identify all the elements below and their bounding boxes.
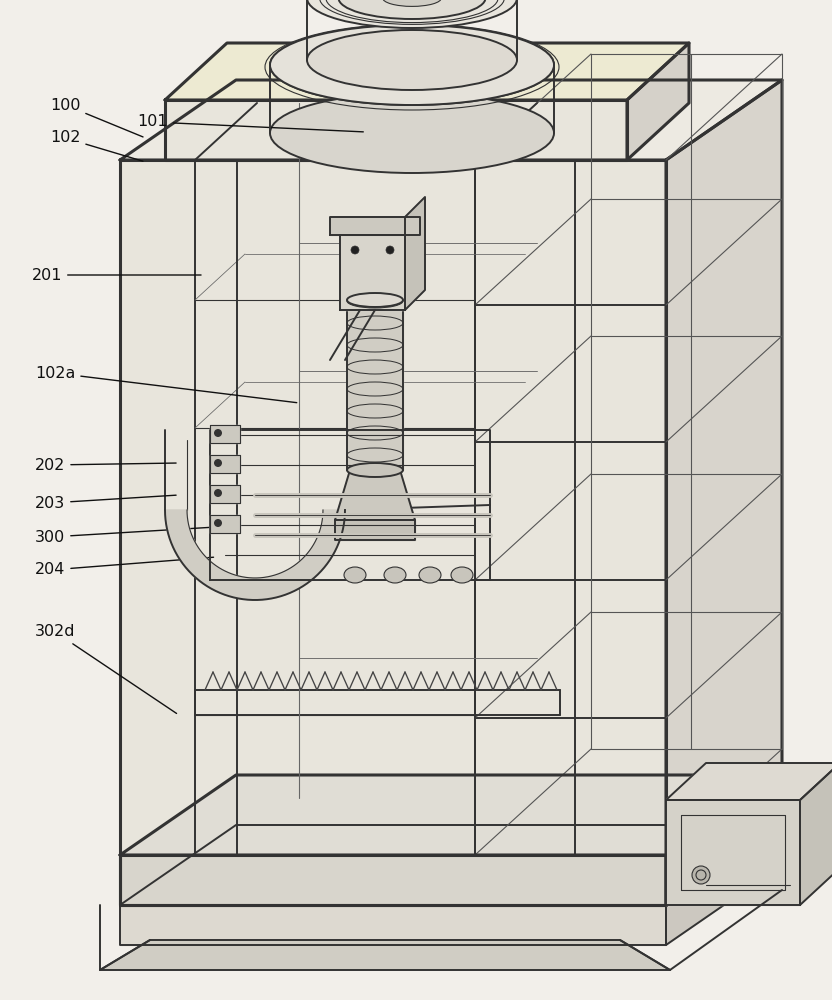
Ellipse shape <box>339 0 486 19</box>
Text: 302d: 302d <box>35 624 176 713</box>
Circle shape <box>214 429 222 437</box>
Polygon shape <box>120 825 782 905</box>
Polygon shape <box>627 43 689 160</box>
Polygon shape <box>100 940 670 970</box>
Polygon shape <box>347 300 403 470</box>
Circle shape <box>214 489 222 497</box>
Polygon shape <box>120 855 666 905</box>
Polygon shape <box>405 197 425 310</box>
Ellipse shape <box>451 567 473 583</box>
Ellipse shape <box>307 0 517 28</box>
Polygon shape <box>120 160 666 905</box>
Polygon shape <box>666 775 782 905</box>
Ellipse shape <box>384 567 406 583</box>
Ellipse shape <box>270 25 554 105</box>
Text: 201: 201 <box>32 267 201 282</box>
Text: 102a: 102a <box>35 365 297 403</box>
Polygon shape <box>666 80 782 905</box>
Ellipse shape <box>270 25 554 105</box>
Ellipse shape <box>383 0 442 6</box>
Ellipse shape <box>270 93 554 173</box>
Polygon shape <box>666 825 782 945</box>
Polygon shape <box>210 455 240 473</box>
Polygon shape <box>120 775 782 855</box>
Circle shape <box>214 519 222 527</box>
Ellipse shape <box>344 567 366 583</box>
Text: 300: 300 <box>35 527 214 544</box>
Text: 101: 101 <box>137 114 364 132</box>
Polygon shape <box>165 100 627 160</box>
Polygon shape <box>210 425 240 443</box>
Polygon shape <box>800 763 832 905</box>
Text: 100: 100 <box>50 98 143 137</box>
Text: 204: 204 <box>35 557 214 578</box>
Polygon shape <box>165 43 689 100</box>
Ellipse shape <box>347 293 403 307</box>
Polygon shape <box>210 485 240 503</box>
Circle shape <box>351 246 359 254</box>
Polygon shape <box>666 763 832 800</box>
Polygon shape <box>330 217 420 235</box>
Polygon shape <box>210 515 240 533</box>
Text: 102: 102 <box>50 130 143 161</box>
Circle shape <box>386 246 394 254</box>
Polygon shape <box>335 520 415 540</box>
Polygon shape <box>335 470 415 520</box>
Polygon shape <box>120 905 666 945</box>
Polygon shape <box>165 510 345 600</box>
Polygon shape <box>120 80 782 160</box>
Ellipse shape <box>347 463 403 477</box>
Circle shape <box>214 459 222 467</box>
Ellipse shape <box>419 567 441 583</box>
Ellipse shape <box>692 866 710 884</box>
Polygon shape <box>666 800 800 905</box>
Polygon shape <box>340 235 405 310</box>
Text: 203: 203 <box>35 495 176 510</box>
Ellipse shape <box>307 30 517 90</box>
Text: 202: 202 <box>35 458 176 473</box>
